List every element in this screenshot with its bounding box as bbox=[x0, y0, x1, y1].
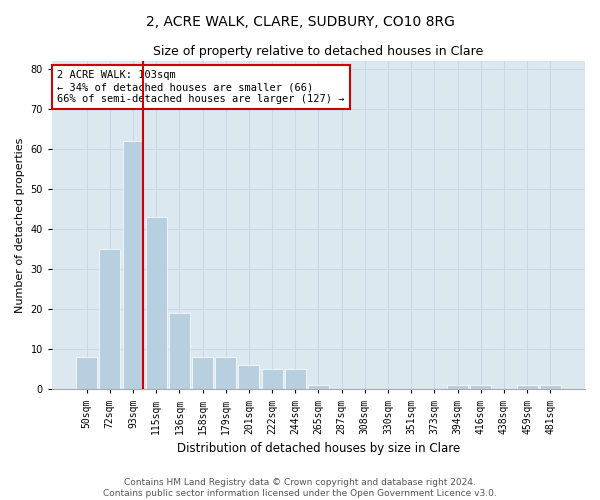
Bar bbox=[540, 386, 561, 390]
Bar bbox=[447, 386, 468, 390]
Bar bbox=[215, 358, 236, 390]
Text: 2, ACRE WALK, CLARE, SUDBURY, CO10 8RG: 2, ACRE WALK, CLARE, SUDBURY, CO10 8RG bbox=[146, 15, 454, 29]
Bar bbox=[470, 386, 491, 390]
Bar bbox=[100, 249, 120, 390]
Bar bbox=[262, 370, 283, 390]
Title: Size of property relative to detached houses in Clare: Size of property relative to detached ho… bbox=[154, 45, 484, 58]
Text: 2 ACRE WALK: 103sqm
← 34% of detached houses are smaller (66)
66% of semi-detach: 2 ACRE WALK: 103sqm ← 34% of detached ho… bbox=[57, 70, 345, 104]
X-axis label: Distribution of detached houses by size in Clare: Distribution of detached houses by size … bbox=[177, 442, 460, 455]
Bar bbox=[238, 366, 259, 390]
Y-axis label: Number of detached properties: Number of detached properties bbox=[15, 138, 25, 312]
Bar bbox=[169, 313, 190, 390]
Bar bbox=[308, 386, 329, 390]
Bar bbox=[192, 358, 213, 390]
Bar bbox=[146, 217, 167, 390]
Bar bbox=[517, 386, 538, 390]
Bar bbox=[285, 370, 306, 390]
Bar bbox=[76, 358, 97, 390]
Text: Contains HM Land Registry data © Crown copyright and database right 2024.
Contai: Contains HM Land Registry data © Crown c… bbox=[103, 478, 497, 498]
Bar bbox=[122, 141, 143, 390]
